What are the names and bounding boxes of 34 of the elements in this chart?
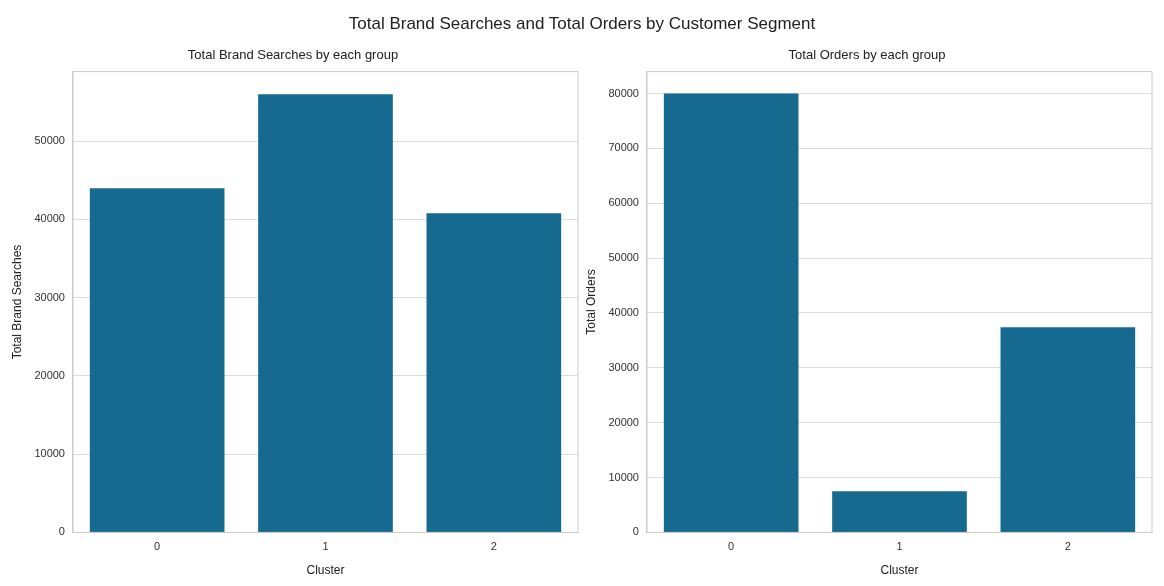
x-axis-title: Cluster — [880, 563, 919, 578]
chart-title: Total Orders by each group — [788, 47, 946, 63]
bar — [832, 491, 967, 532]
x-tick-label: 0 — [728, 540, 735, 553]
y-tick-label: 40000 — [608, 306, 639, 318]
x-tick-label: 0 — [154, 540, 161, 553]
y-tick-label: 30000 — [608, 360, 639, 373]
y-tick-label: 70000 — [608, 141, 639, 154]
bar — [426, 213, 562, 532]
y-tick-label: 30000 — [34, 290, 65, 303]
y-axis-title: Total Orders — [583, 269, 598, 335]
y-tick-label: 80000 — [608, 86, 639, 99]
x-tick-label: 2 — [490, 540, 497, 553]
bar — [1000, 327, 1136, 532]
y-tick-label: 0 — [58, 525, 65, 538]
y-axis-title: Total Brand Searches — [9, 244, 24, 360]
x-tick-label: 1 — [896, 540, 903, 553]
bar — [258, 94, 393, 532]
x-axis-title: Cluster — [306, 563, 345, 578]
y-tick-label: 20000 — [608, 415, 639, 428]
y-tick-label: 50000 — [34, 134, 65, 147]
chart-title: Total Brand Searches by each group — [187, 47, 399, 63]
bar — [89, 188, 225, 532]
y-tick-label: 0 — [632, 525, 639, 538]
text: Total Brand Searches and Total Orders by Customer Segment — [347, 13, 817, 35]
x-tick-label: 1 — [322, 540, 329, 553]
y-tick-label: 40000 — [34, 212, 65, 225]
x-tick-label: 2 — [1064, 540, 1071, 553]
y-tick-label: 10000 — [34, 447, 65, 460]
y-tick-label: 50000 — [608, 251, 639, 264]
bar — [663, 93, 799, 532]
y-tick-label: 60000 — [608, 196, 639, 209]
y-tick-label: 20000 — [34, 368, 65, 381]
y-tick-label: 10000 — [608, 470, 639, 483]
